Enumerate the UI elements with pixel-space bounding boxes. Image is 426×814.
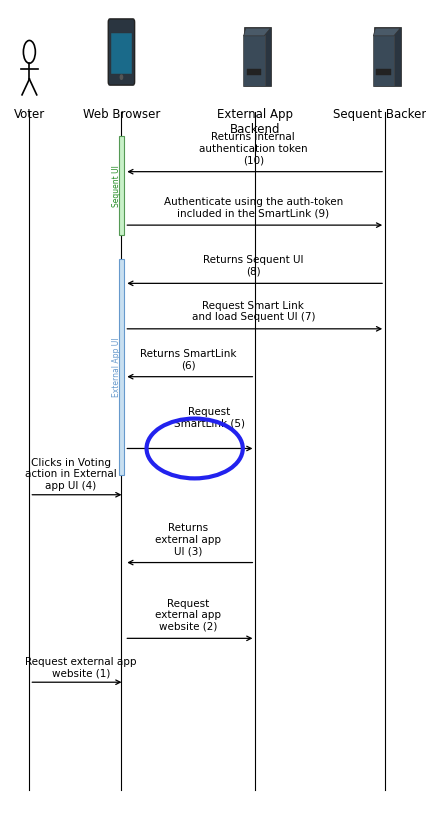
Text: Returns internal
authentication token
(10): Returns internal authentication token (1… bbox=[199, 132, 307, 165]
Text: External App UI: External App UI bbox=[112, 337, 121, 397]
Text: External App
Backend: External App Backend bbox=[217, 108, 293, 136]
Bar bbox=[246, 68, 261, 75]
Bar bbox=[375, 68, 390, 75]
Text: Clicks in Voting
action in External
app UI (4): Clicks in Voting action in External app … bbox=[25, 457, 117, 491]
FancyBboxPatch shape bbox=[111, 33, 131, 74]
Text: Web Browser: Web Browser bbox=[83, 108, 160, 120]
Bar bbox=[118, 136, 124, 235]
Text: Authenticate using the auth-token
included in the SmartLink (9): Authenticate using the auth-token includ… bbox=[163, 197, 342, 219]
Circle shape bbox=[120, 75, 122, 79]
FancyBboxPatch shape bbox=[243, 28, 271, 86]
FancyBboxPatch shape bbox=[243, 35, 264, 86]
FancyBboxPatch shape bbox=[108, 19, 134, 85]
FancyBboxPatch shape bbox=[373, 28, 400, 86]
Text: Sequent Backend: Sequent Backend bbox=[333, 108, 426, 120]
Text: Request external app
website (1): Request external app website (1) bbox=[25, 657, 136, 678]
Text: Returns Sequent UI
(8): Returns Sequent UI (8) bbox=[202, 256, 303, 277]
Bar bbox=[118, 260, 124, 475]
Text: Request Smart Link
and load Sequent UI (7): Request Smart Link and load Sequent UI (… bbox=[191, 301, 314, 322]
Polygon shape bbox=[372, 28, 399, 36]
Text: Sequent UI: Sequent UI bbox=[112, 164, 121, 207]
Text: Voter: Voter bbox=[14, 108, 45, 120]
Text: Returns
external app
UI (3): Returns external app UI (3) bbox=[155, 523, 221, 556]
Text: Request
external app
website (2): Request external app website (2) bbox=[155, 599, 221, 632]
FancyBboxPatch shape bbox=[372, 35, 393, 86]
Text: Returns SmartLink
(6): Returns SmartLink (6) bbox=[140, 348, 236, 370]
Text: Request
SmartLink (5): Request SmartLink (5) bbox=[173, 407, 244, 428]
Polygon shape bbox=[243, 28, 270, 36]
